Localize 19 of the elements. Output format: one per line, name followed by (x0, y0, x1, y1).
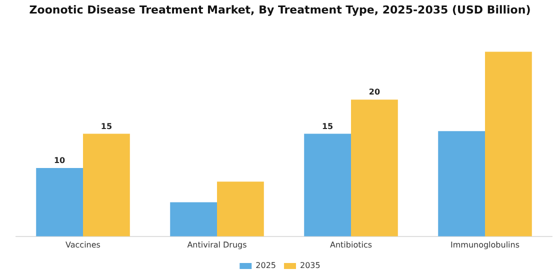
bar (351, 100, 398, 236)
x-tick-label: Antibiotics (330, 240, 372, 250)
legend-label: 2035 (300, 261, 320, 270)
bar (304, 134, 351, 236)
bar (217, 182, 264, 236)
chart-title: Zoonotic Disease Treatment Market, By Treatment Type, 2025-2035 (USD Billion) (29, 3, 531, 16)
data-label: 15 (100, 122, 112, 131)
bar (170, 202, 217, 236)
bar (485, 52, 532, 236)
bar (36, 168, 83, 236)
bar (83, 134, 130, 236)
x-tick-label: Immunoglobulins (450, 240, 520, 250)
data-label: 15 (322, 122, 334, 131)
data-label: 10 (54, 156, 66, 166)
data-label: 20 (368, 88, 380, 97)
legend-label: 2025 (256, 261, 276, 270)
bar (438, 131, 485, 236)
x-tick-label: Antiviral Drugs (187, 240, 247, 250)
x-tick-label: Vaccines (66, 240, 100, 250)
